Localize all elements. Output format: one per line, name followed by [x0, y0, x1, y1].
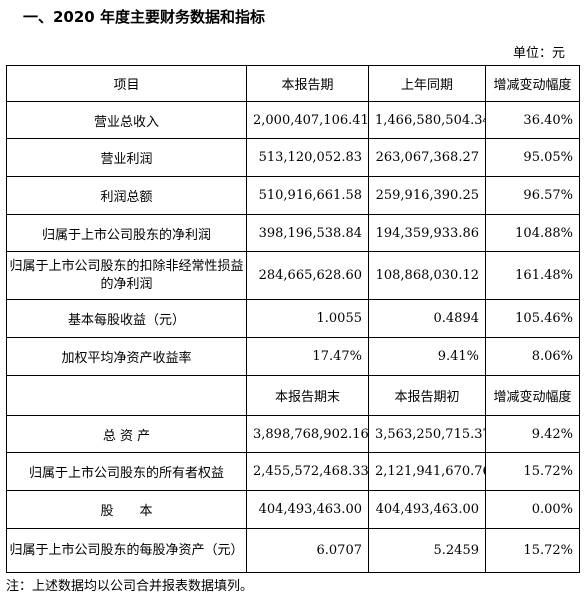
row-current: 2,000,407,106.41 — [246, 101, 369, 139]
row-change: 105.46% — [485, 299, 580, 338]
row-current: 513,120,052.83 — [246, 138, 369, 177]
table-row: 归属于上市公司股东的每股净资产（元） 6.0707 5.2459 15.72% — [6, 528, 580, 573]
row-item: 加权平均净资产收益率 — [6, 337, 247, 376]
row-item: 归属于上市公司股东的所有者权益 — [6, 452, 247, 491]
table-row: 加权平均净资产收益率 17.47% 9.41% 8.06% — [6, 337, 580, 376]
table-row: 归属于上市公司股东的所有者权益 2,455,572,468.33 2,121,9… — [6, 452, 580, 491]
row-previous: 194,359,933.86 — [368, 214, 486, 252]
table-row: 归属于上市公司股东的扣除非经常性损益的净利润 284,665,628.60 10… — [6, 251, 580, 300]
table-row: 基本每股收益（元） 1.0055 0.4894 105.46% — [6, 299, 580, 338]
footnote: 注：上述数据均以公司合并报表数据填列。 — [6, 579, 254, 594]
row-item: 归属于上市公司股东的净利润 — [6, 214, 247, 252]
row-previous: 9.41% — [368, 337, 486, 376]
row-current: 1.0055 — [246, 299, 369, 338]
row-change: 15.72% — [485, 528, 580, 573]
row-change: 8.06% — [485, 337, 580, 376]
table-subheader-row: 本报告期末 本报告期初 增减变动幅度 — [6, 375, 580, 416]
row-change: 15.72% — [485, 452, 580, 491]
row-change: 104.88% — [485, 214, 580, 252]
section-title: 一、2020 年度主要财务数据和指标 — [23, 8, 265, 26]
row-previous: 1,466,580,504.34 — [368, 101, 486, 139]
header-item: 项目 — [6, 65, 247, 102]
row-current: 398,196,538.84 — [246, 214, 369, 252]
header-change: 增减变动幅度 — [485, 375, 580, 416]
unit-label: 单位：元 — [512, 46, 565, 61]
row-previous: 108,868,030.12 — [368, 251, 486, 300]
row-current: 3,898,768,902.16 — [246, 415, 369, 453]
row-current: 510,916,661.58 — [246, 176, 369, 215]
row-change: 96.57% — [485, 176, 580, 215]
row-change: 95.05% — [485, 138, 580, 177]
row-item: 股 本 — [6, 490, 247, 529]
table-row: 归属于上市公司股东的净利润 398,196,538.84 194,359,933… — [6, 214, 580, 252]
row-current: 284,665,628.60 — [246, 251, 369, 300]
row-previous: 404,493,463.00 — [368, 490, 486, 529]
row-current: 17.47% — [246, 337, 369, 376]
row-item: 营业利润 — [6, 138, 247, 177]
header-change: 增减变动幅度 — [485, 65, 580, 102]
header-period-end: 本报告期末 — [246, 375, 369, 416]
row-change: 0.00% — [485, 490, 580, 529]
row-previous: 2,121,941,670.76 — [368, 452, 486, 491]
row-change: 36.40% — [485, 101, 580, 139]
subheader-item — [6, 375, 247, 416]
table-row: 营业利润 513,120,052.83 263,067,368.27 95.05… — [6, 138, 580, 177]
table-row: 股 本 404,493,463.00 404,493,463.00 0.00% — [6, 490, 580, 529]
row-item: 营业总收入 — [6, 101, 247, 139]
table-row: 利润总额 510,916,661.58 259,916,390.25 96.57… — [6, 176, 580, 215]
row-change: 9.42% — [485, 415, 580, 453]
financial-data-table: 项目 本报告期 上年同期 增减变动幅度 营业总收入 2,000,407,106.… — [6, 65, 580, 573]
header-previous-period: 上年同期 — [368, 65, 486, 102]
row-item: 总 资 产 — [6, 415, 247, 453]
row-current: 6.0707 — [246, 528, 369, 573]
row-item: 归属于上市公司股东的扣除非经常性损益的净利润 — [6, 251, 247, 300]
row-change: 161.48% — [485, 251, 580, 300]
table-header-row: 项目 本报告期 上年同期 增减变动幅度 — [6, 65, 580, 102]
row-previous: 5.2459 — [368, 528, 486, 573]
row-current: 404,493,463.00 — [246, 490, 369, 529]
row-item: 基本每股收益（元） — [6, 299, 247, 338]
row-previous: 0.4894 — [368, 299, 486, 338]
row-current: 2,455,572,468.33 — [246, 452, 369, 491]
row-previous: 259,916,390.25 — [368, 176, 486, 215]
row-previous: 263,067,368.27 — [368, 138, 486, 177]
table-row: 总 资 产 3,898,768,902.16 3,563,250,715.37 … — [6, 415, 580, 453]
header-current-period: 本报告期 — [246, 65, 369, 102]
header-period-start: 本报告期初 — [368, 375, 486, 416]
row-item: 利润总额 — [6, 176, 247, 215]
table-row: 营业总收入 2,000,407,106.41 1,466,580,504.34 … — [6, 101, 580, 139]
row-previous: 3,563,250,715.37 — [368, 415, 486, 453]
row-item: 归属于上市公司股东的每股净资产（元） — [6, 528, 247, 573]
